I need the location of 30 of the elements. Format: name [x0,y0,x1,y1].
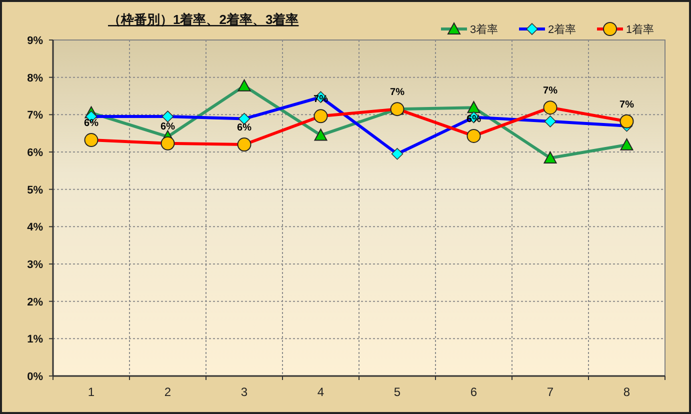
y-tick-label: 7% [27,110,44,122]
x-tick-label: 8 [623,385,630,399]
data-label: 6% [160,121,176,132]
x-tick-label: 3 [240,385,248,399]
y-tick-label: 3% [27,259,44,271]
data-label: 7% [543,86,558,97]
x-tick-label: 1 [88,385,95,399]
y-tick-label: 6% [27,147,44,159]
y-tick-label: 1% [27,334,44,346]
chart-title: （枠番別）1着率、2着率、3着率 [108,12,299,27]
data-label: 6% [466,114,482,125]
y-tick-label: 9% [27,35,44,47]
legend-label: 2着率 [548,23,576,36]
y-tick-label: 0% [27,371,44,383]
y-tick-label: 2% [27,296,44,308]
data-label: 6% [237,122,252,134]
legend-label: 1着率 [626,23,654,36]
y-tick-label: 4% [27,222,44,234]
data-label: 6% [84,118,99,130]
x-tick-label: 6 [470,385,478,399]
x-tick-label: 7 [546,385,554,399]
y-tick-label: 8% [27,72,44,84]
legend-label: 3着率 [470,23,498,36]
data-label: 7% [620,99,634,110]
x-tick-label: 4 [317,385,324,399]
x-tick-label: 2 [164,385,172,399]
y-tick-label: 5% [27,184,44,196]
x-tick-label: 5 [394,385,401,399]
data-label: 7% [314,94,328,106]
data-label: 7% [390,87,405,98]
